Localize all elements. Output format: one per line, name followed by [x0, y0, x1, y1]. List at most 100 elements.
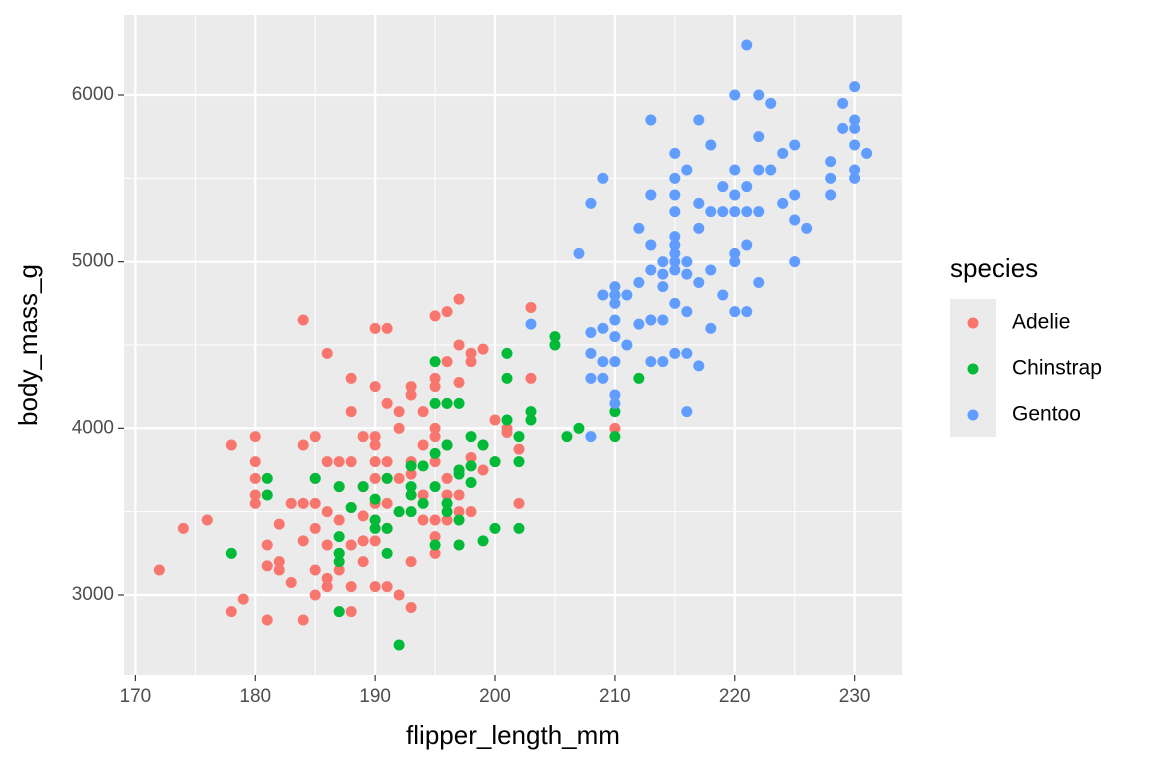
point [561, 431, 573, 443]
point [393, 639, 405, 651]
point [729, 306, 741, 318]
point [429, 531, 441, 543]
point [405, 556, 417, 568]
point [609, 389, 621, 401]
point [477, 464, 489, 476]
point [741, 206, 753, 218]
point [741, 181, 753, 193]
point [585, 197, 597, 209]
point [753, 164, 765, 176]
point [453, 539, 465, 551]
point [825, 156, 837, 168]
point [249, 497, 261, 509]
point [453, 293, 465, 305]
point [357, 556, 369, 568]
point [681, 268, 693, 280]
point [789, 189, 801, 201]
point [405, 381, 417, 393]
point [417, 439, 429, 451]
point [441, 506, 453, 518]
point [405, 489, 417, 501]
point [381, 581, 393, 593]
point [417, 406, 429, 418]
point [789, 139, 801, 151]
y-tick-label: 6000 [72, 84, 114, 105]
point [513, 456, 525, 468]
point [621, 339, 633, 351]
point [669, 239, 681, 251]
point [369, 581, 381, 593]
point [225, 439, 237, 451]
point [513, 497, 525, 509]
point [369, 431, 381, 443]
point [549, 339, 561, 351]
point [381, 397, 393, 409]
point [465, 506, 477, 518]
point [429, 356, 441, 368]
point [705, 139, 717, 151]
point [429, 431, 441, 443]
y-tick-label: 5000 [72, 251, 114, 272]
point [825, 189, 837, 201]
point [381, 547, 393, 559]
point [789, 214, 801, 226]
point [693, 197, 705, 209]
point [465, 460, 477, 472]
point [429, 456, 441, 468]
point [849, 81, 861, 93]
point [801, 222, 813, 234]
point [453, 506, 465, 518]
point [657, 356, 669, 368]
point [297, 614, 309, 626]
point [549, 331, 561, 343]
point [609, 431, 621, 443]
point [729, 89, 741, 101]
point [705, 206, 717, 218]
point [597, 172, 609, 184]
point [249, 456, 261, 468]
point [513, 431, 525, 443]
point [717, 206, 729, 218]
point [345, 502, 357, 513]
point [741, 239, 753, 251]
point [369, 514, 381, 526]
point [237, 593, 249, 605]
point [669, 147, 681, 159]
point [369, 439, 381, 451]
point [525, 414, 537, 426]
point [657, 256, 669, 268]
point [393, 422, 405, 434]
point [441, 472, 453, 484]
point [381, 472, 393, 484]
point [633, 222, 645, 234]
point [741, 306, 753, 318]
legend-key [967, 317, 979, 329]
point [693, 360, 705, 372]
point [333, 564, 345, 576]
point [717, 181, 729, 193]
point [669, 256, 681, 268]
point [477, 439, 489, 451]
point [525, 302, 537, 313]
y-tick-label: 3000 [72, 584, 114, 605]
point [573, 422, 585, 434]
point [345, 406, 357, 418]
legend-label: Chinstrap [1012, 357, 1102, 380]
point [669, 189, 681, 201]
point [321, 539, 333, 551]
point [261, 472, 273, 484]
point [309, 472, 321, 484]
point [453, 339, 465, 351]
point [429, 310, 441, 322]
point [405, 602, 417, 613]
point [297, 535, 309, 547]
point [393, 472, 405, 484]
point [465, 347, 477, 359]
point [657, 268, 669, 280]
point [405, 460, 417, 472]
point [633, 372, 645, 384]
point [273, 556, 285, 568]
point [429, 481, 441, 493]
point [501, 427, 513, 438]
